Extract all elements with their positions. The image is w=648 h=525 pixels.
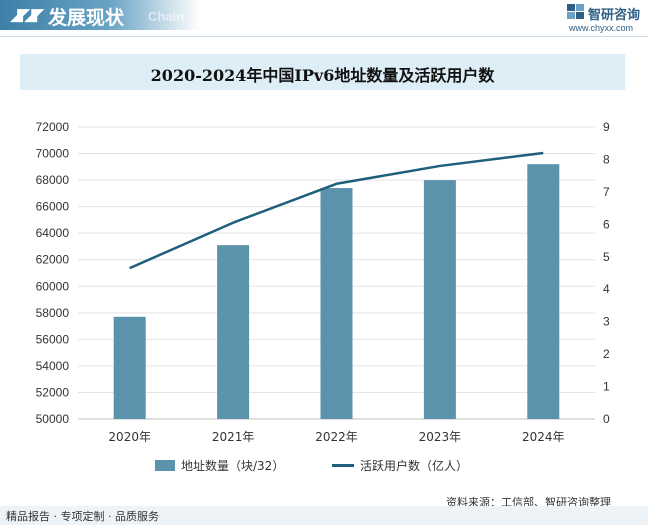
brand-name: 智研咨询 [588,8,641,23]
header-title-bar: ◢◤◢◤ [0,0,200,30]
y-right-tick-label: 2 [603,347,610,361]
y-left-tick-label: 70000 [36,147,70,161]
y-right-tick-label: 6 [603,217,610,231]
y-right-tick-label: 7 [603,185,610,199]
y-right-tick-label: 4 [603,282,610,296]
x-tick-label: 2022年 [315,430,358,444]
chart-title-box: 2020-2024年中国IPv6地址数量及活跃用户数 [20,54,625,90]
y-left-tick-label: 56000 [36,332,70,346]
legend-label-address: 地址数量（块/32） [181,459,285,473]
y-left-tick-label: 72000 [36,120,70,134]
legend-item-users: 活跃用户数（亿人） [332,457,468,474]
y-left-tick-label: 64000 [36,226,70,240]
bar [320,188,353,419]
chevrons-icon: ◢◤◢◤ [10,5,44,25]
x-tick-label: 2020年 [108,430,151,444]
y-right-tick-label: 8 [603,152,610,166]
bar [423,180,456,419]
footer-bar [0,506,648,525]
brand-url: www.chyxx.com [569,23,634,33]
y-left-tick-label: 58000 [36,306,70,320]
y-left-tick-label: 68000 [36,173,70,187]
line-series-users [129,151,544,270]
source-note: 资料来源：工信部、智研咨询整理 [446,496,611,509]
page-title: 发展现状 [48,7,125,29]
y-left-tick-label: 52000 [36,385,70,399]
y-right-tick-label: 0 [603,412,610,426]
bar [217,245,250,419]
page-subtitle: Chain [148,9,185,24]
y-left-tick-label: 66000 [36,200,70,214]
brand-logo-icon [567,4,584,19]
bar [113,316,146,419]
x-tick-label: 2024年 [522,430,565,444]
y-right-tick-label: 9 [603,120,610,134]
y-right-tick-label: 5 [603,250,610,264]
legend-swatch-bar [155,460,175,471]
legend: 地址数量（块/32） 活跃用户数（亿人） [0,457,648,475]
y-left-tick-label: 62000 [36,253,70,267]
y-left-tick-label: 54000 [36,359,70,373]
y-right-tick-label: 3 [603,315,610,329]
y-left-tick-label: 60000 [36,279,70,293]
y-right-tick-label: 1 [603,380,610,394]
chart-title: 2020-2024年中国IPv6地址数量及活跃用户数 [150,66,495,85]
legend-label-users: 活跃用户数（亿人） [360,459,469,473]
x-tick-label: 2021年 [212,430,255,444]
header-divider [0,36,648,37]
header: ◢◤◢◤ 发展现状 Chain 智研咨询 www.chyxx.com [0,0,648,37]
legend-item-address: 地址数量（块/32） [155,457,284,474]
bar [527,164,560,419]
footer-tagline: 精品报告 · 专项定制 · 品质服务 [6,510,159,523]
legend-swatch-line [332,464,354,467]
y-left-tick-label: 50000 [36,412,70,426]
x-tick-label: 2023年 [419,430,462,444]
